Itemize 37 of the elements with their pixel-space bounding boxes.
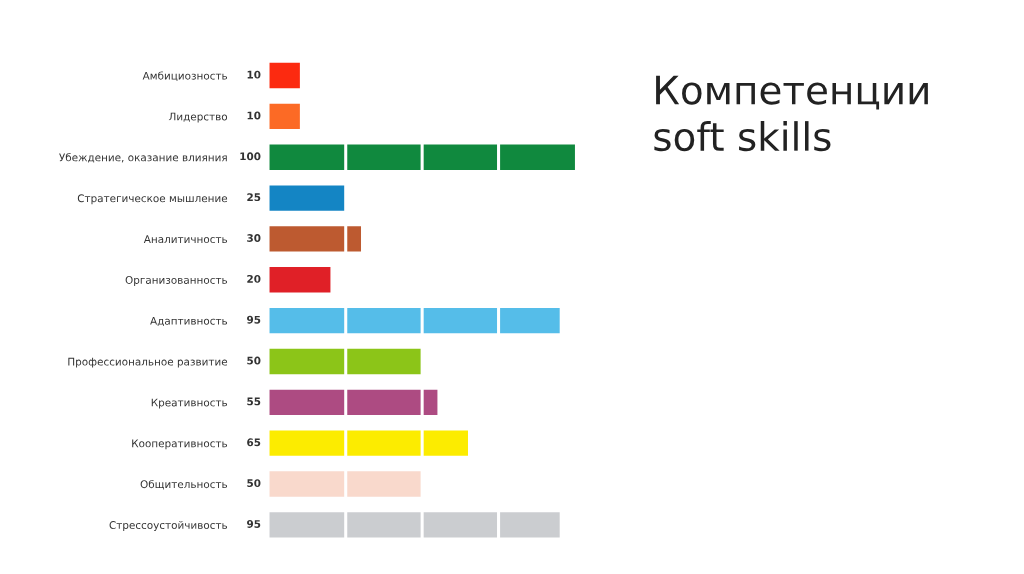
bar [269,62,300,89]
y-tick-label: Кооперативность [132,439,228,450]
y-tick-label: Аналитичность [143,235,228,244]
data-label: 10 [247,111,261,120]
data-label: 95 [247,315,261,324]
data-label: 20 [247,274,261,283]
bar [269,471,423,497]
bar [269,389,438,415]
y-tick-label: Стратегическое мышление [77,194,228,205]
bar [269,144,575,170]
bar [269,103,300,130]
data-label: 95 [247,520,261,528]
y-tick-label: Креативность [151,398,228,409]
bar [269,307,560,334]
bar [269,348,423,375]
bar [269,512,560,538]
data-label: 50 [247,479,261,488]
data-label: 50 [247,356,261,365]
data-label: 100 [240,152,261,161]
y-tick-label: Стрессоустойчивость [109,520,228,531]
bar [269,185,346,211]
y-tick-label: Убеждение, оказание влияния [59,153,227,163]
y-tick-label: Организованность [125,276,228,286]
y-tick-label: Общительность [140,479,228,490]
bar [269,267,331,293]
text: Компетенции soft skills [654,75,928,152]
y-tick-label: Амбициозность [142,71,228,81]
bar [269,430,468,456]
data-label: 65 [247,438,261,447]
data-label: 55 [247,397,261,406]
data-label: 25 [247,193,261,202]
y-tick-label: Лидерство [168,112,228,123]
y-tick-label: Профессиональное развитие [68,357,228,368]
data-label: 30 [247,234,261,242]
data-label: 10 [247,70,261,79]
bar [269,226,362,252]
y-tick-label: Адаптивность [150,316,228,327]
